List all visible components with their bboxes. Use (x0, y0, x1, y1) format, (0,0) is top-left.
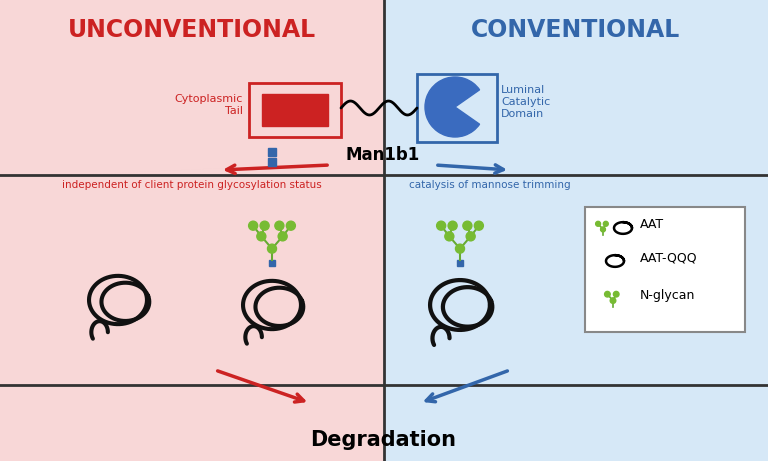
Bar (457, 260, 463, 266)
Circle shape (463, 221, 472, 230)
Circle shape (275, 221, 284, 230)
Bar (269, 260, 275, 266)
Text: catalysis of mannose trimming: catalysis of mannose trimming (409, 180, 571, 190)
Circle shape (455, 244, 465, 253)
Text: Degradation: Degradation (310, 430, 456, 450)
Text: Man1b1: Man1b1 (346, 146, 420, 164)
Text: UNCONVENTIONAL: UNCONVENTIONAL (68, 18, 316, 42)
Circle shape (260, 221, 269, 230)
Text: independent of client protein glycosylation status: independent of client protein glycosylat… (62, 180, 322, 190)
Text: AAT-QQQ: AAT-QQQ (640, 252, 697, 265)
Circle shape (604, 291, 611, 297)
Circle shape (278, 232, 287, 241)
Wedge shape (425, 77, 479, 137)
Circle shape (448, 221, 457, 230)
Circle shape (596, 221, 601, 226)
Text: Cytoplasmic
Tail: Cytoplasmic Tail (174, 94, 243, 116)
Circle shape (257, 232, 266, 241)
Text: Luminal
Catalytic
Domain: Luminal Catalytic Domain (501, 85, 550, 119)
Circle shape (267, 244, 276, 253)
Bar (384, 0, 768, 461)
Bar (249, 83, 341, 137)
Bar (268, 148, 276, 156)
Text: AAT: AAT (640, 219, 664, 231)
Circle shape (611, 298, 616, 303)
Bar (585, 207, 745, 332)
Circle shape (601, 227, 605, 232)
Circle shape (249, 221, 257, 230)
Bar (0, 0, 384, 461)
Text: CONVENTIONAL: CONVENTIONAL (472, 18, 680, 42)
Circle shape (437, 221, 445, 230)
Circle shape (475, 221, 483, 230)
Circle shape (445, 232, 454, 241)
Bar (262, 94, 328, 126)
Circle shape (604, 221, 608, 226)
Circle shape (286, 221, 296, 230)
Circle shape (614, 291, 619, 297)
Text: N-glycan: N-glycan (640, 289, 695, 301)
Bar (268, 158, 276, 166)
Circle shape (466, 232, 475, 241)
Bar (417, 74, 497, 142)
